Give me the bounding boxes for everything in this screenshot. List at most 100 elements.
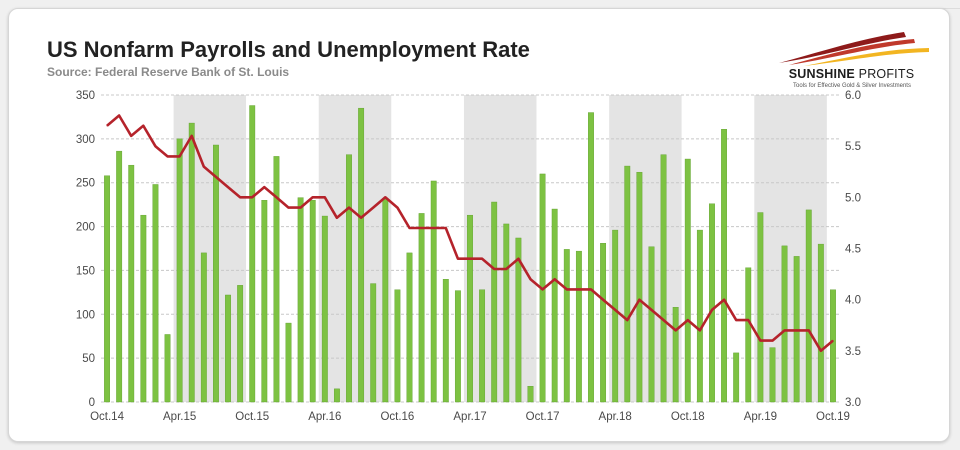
logo-name-bold: SUNSHINE xyxy=(788,67,855,81)
payroll-bar xyxy=(830,289,836,403)
payroll-bar xyxy=(709,203,715,403)
unemployment-point xyxy=(203,166,205,168)
unemployment-point xyxy=(723,299,725,301)
logo-name-light: PROFITS xyxy=(858,67,915,81)
unemployment-point xyxy=(675,329,677,331)
unemployment-point xyxy=(699,329,701,331)
logo-tagline: Tools for Effective Gold & Silver Invest… xyxy=(793,83,911,89)
unemployment-point xyxy=(408,227,411,229)
unemployment-point xyxy=(287,206,290,209)
payroll-bar xyxy=(418,213,425,403)
x-tick-label: Apr.19 xyxy=(744,411,777,423)
unemployment-point xyxy=(142,125,144,127)
unemployment-point xyxy=(312,196,314,198)
payroll-bar xyxy=(237,285,244,403)
unemployment-point xyxy=(735,319,737,321)
x-tick-label: Oct.17 xyxy=(526,411,560,423)
right-axis-ticks: 3.0 3.5 4.0 4.5 5.0 5.5 6.0 xyxy=(845,90,861,409)
unemployment-point xyxy=(590,288,592,291)
unemployment-point xyxy=(336,217,338,219)
left-tick-label: 0 xyxy=(89,397,95,409)
unemployment-point xyxy=(421,227,423,229)
unemployment-point xyxy=(324,196,326,198)
payroll-bar xyxy=(684,158,691,403)
payroll-bar xyxy=(188,122,195,403)
chart-title: US Nonfarm Payrolls and Unemployment Rat… xyxy=(47,37,530,62)
payroll-bar xyxy=(309,200,316,403)
unemployment-point xyxy=(215,176,217,178)
payroll-bar xyxy=(781,245,788,403)
payroll-bar xyxy=(515,237,522,403)
unemployment-point xyxy=(106,125,108,127)
payroll-bar xyxy=(600,243,607,403)
left-tick-label: 100 xyxy=(76,309,95,321)
payroll-bar xyxy=(346,154,352,403)
payroll-bar xyxy=(394,289,401,403)
payroll-bar xyxy=(769,347,776,403)
unemployment-point xyxy=(759,340,761,342)
payroll-bar xyxy=(636,171,643,403)
payroll-bar xyxy=(273,156,280,403)
payroll-bar xyxy=(176,138,183,403)
payroll-bar xyxy=(249,105,256,403)
plot-band xyxy=(101,95,174,402)
payroll-bar xyxy=(442,279,449,403)
unemployment-point xyxy=(433,227,435,229)
unemployment-point xyxy=(541,288,544,291)
chart-subtitle: Source: Federal Reserve Bank of St. Loui… xyxy=(47,65,290,79)
payroll-bar xyxy=(261,200,268,403)
unemployment-point xyxy=(820,350,822,352)
payroll-bar xyxy=(333,388,340,403)
left-tick-label: 200 xyxy=(76,222,95,234)
payroll-bar xyxy=(152,184,159,403)
right-tick-label: 5.5 xyxy=(845,141,861,153)
unemployment-line xyxy=(106,114,834,353)
payroll-bar xyxy=(612,229,619,403)
unemployment-point xyxy=(372,206,374,209)
payroll-bar xyxy=(406,252,413,403)
payroll-bar xyxy=(672,307,679,403)
unemployment-point xyxy=(154,145,157,147)
payroll-bar xyxy=(116,150,123,403)
payroll-bar xyxy=(213,144,219,403)
chart-card: US Nonfarm Payrolls and Unemployment Rat… xyxy=(8,8,950,442)
unemployment-point xyxy=(263,186,265,188)
plot-band xyxy=(173,95,247,402)
x-tick-label: Apr.16 xyxy=(308,411,341,423)
unemployment-point xyxy=(578,288,580,291)
payroll-bar xyxy=(454,290,461,403)
plot-band xyxy=(754,95,827,402)
unemployment-point xyxy=(626,319,628,321)
unemployment-point xyxy=(566,288,568,291)
logo-swoosh-icon xyxy=(779,32,929,66)
unemployment-point xyxy=(614,309,616,311)
unemployment-point xyxy=(650,309,653,311)
chart-svg: 0 50 100 150 200 250 300 350 3.0 3.5 4.0 4.5 5.0 5.5… xyxy=(76,90,861,423)
x-axis-ticks: Oct.14 Apr.15 Oct.15 Apr.16 Oct.16 Apr.17 Oct.… xyxy=(90,411,850,423)
payroll-bar xyxy=(696,229,703,403)
unemployment-point xyxy=(796,329,798,331)
payroll-bar xyxy=(358,107,365,403)
payroll-bar xyxy=(128,164,135,403)
sunshine-profits-logo: SUNSHINE PROFITS Tools for Effective Gol… xyxy=(754,29,949,99)
payroll-bar xyxy=(491,201,498,403)
left-axis-ticks: 0 50 100 150 200 250 300 350 xyxy=(76,90,95,409)
unemployment-point xyxy=(360,217,362,219)
unemployment-point xyxy=(662,319,665,321)
unemployment-point xyxy=(191,135,193,137)
x-tick-label: Oct.18 xyxy=(671,411,705,423)
unemployment-point xyxy=(396,206,399,209)
payroll-bar xyxy=(527,386,534,403)
unemployment-point xyxy=(275,196,278,198)
unemployment-point xyxy=(384,196,386,198)
payroll-bar xyxy=(321,215,328,403)
payroll-bar xyxy=(104,175,110,403)
right-tick-label: 5.0 xyxy=(845,192,861,204)
x-tick-label: Apr.17 xyxy=(453,411,486,423)
plot-band xyxy=(463,95,537,402)
payroll-bar xyxy=(624,165,631,403)
unemployment-point xyxy=(554,278,556,280)
unemployment-point xyxy=(505,268,507,270)
unemployment-point xyxy=(457,258,459,260)
unemployment-point xyxy=(517,258,519,260)
